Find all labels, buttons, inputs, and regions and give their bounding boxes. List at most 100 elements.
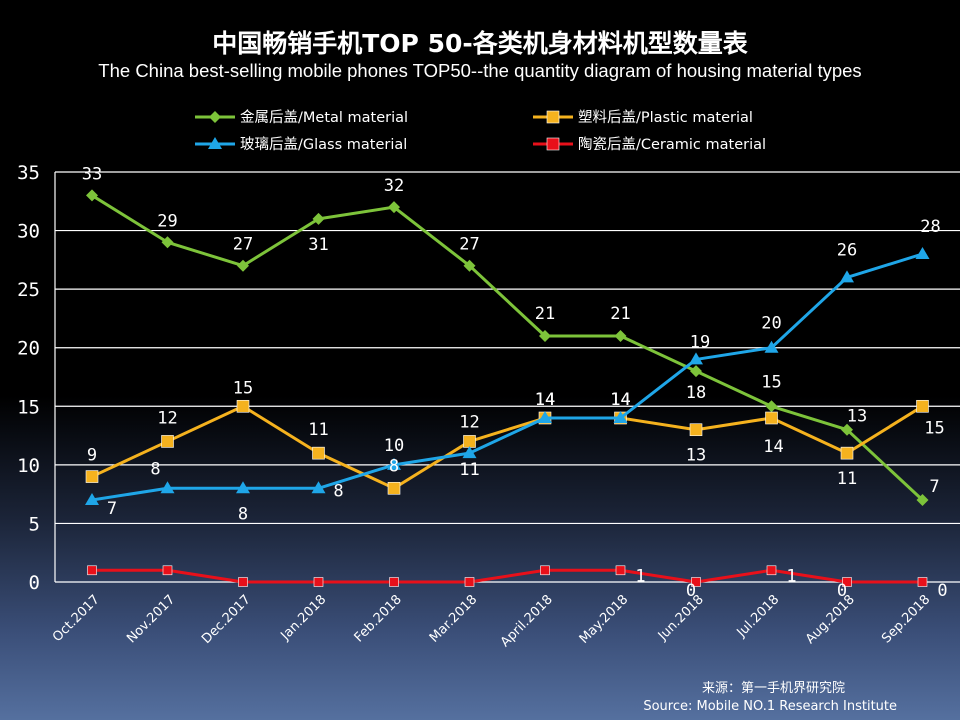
data-label: 29 <box>157 211 177 231</box>
data-point <box>85 470 99 483</box>
data-point <box>161 435 174 448</box>
x-tick-label: Aug.2018 <box>803 592 858 647</box>
data-label: 33 <box>82 164 102 184</box>
legend-label: 金属后盖/Metal material <box>240 109 408 126</box>
x-tick-label: Jul.2018 <box>734 592 783 641</box>
data-point <box>312 446 325 460</box>
y-tick-label: 35 <box>17 162 40 184</box>
data-label: 9 <box>87 446 97 466</box>
data-point <box>462 446 477 459</box>
data-label: 19 <box>690 332 710 352</box>
data-label: 0 <box>686 581 696 601</box>
data-label: 15 <box>924 418 944 438</box>
data-point <box>691 577 701 587</box>
data-label: 26 <box>837 240 857 260</box>
data-point <box>162 565 173 576</box>
series-group <box>85 189 930 587</box>
data-label: 18 <box>686 383 706 403</box>
data-label: 15 <box>233 378 253 398</box>
y-tick-label: 15 <box>17 396 40 418</box>
data-point <box>236 481 250 494</box>
legend: 金属后盖/Metal material 塑料后盖/Plastic material… <box>195 109 766 153</box>
y-tick-label: 20 <box>17 338 40 360</box>
data-label: 28 <box>920 217 940 237</box>
data-point <box>238 577 248 587</box>
data-point <box>766 565 777 576</box>
data-label: 31 <box>308 235 328 255</box>
x-tick-label: Nov.2017 <box>124 592 178 646</box>
data-label: 21 <box>535 304 555 324</box>
data-point <box>464 577 475 587</box>
data-point <box>917 577 928 587</box>
legend-entry-0: 金属后盖/Metal material <box>195 109 408 126</box>
data-point <box>236 399 250 413</box>
chart-title: 中国畅销手机TOP 50-各类机身材料机型数量表 <box>212 29 748 58</box>
data-point <box>311 481 326 494</box>
data-point <box>388 201 400 214</box>
data-label: 20 <box>761 314 781 334</box>
series-0 <box>86 189 929 506</box>
series-line <box>91 252 923 502</box>
data-point <box>463 259 476 272</box>
data-point <box>615 565 626 576</box>
data-label: 32 <box>384 176 404 196</box>
data-label: 13 <box>847 407 867 427</box>
x-tick-label: May.2018 <box>577 592 632 647</box>
x-tick-label: Oct.2017 <box>50 592 103 645</box>
source-cn: 来源：第一手机界研究院 <box>702 681 845 696</box>
y-tick-label: 30 <box>17 221 40 243</box>
x-tick-label: Sep.2018 <box>879 592 933 646</box>
data-label: 14 <box>610 390 630 410</box>
x-axis: Oct.2017 Nov.2017 Dec.2017 Jan.2018 Feb.2018… <box>50 592 933 650</box>
data-label: 8 <box>333 481 343 501</box>
data-point <box>389 577 399 587</box>
data-label: 14 <box>535 390 555 410</box>
series-3 <box>87 565 928 587</box>
data-point <box>463 435 476 448</box>
data-label: 21 <box>610 304 630 324</box>
series-line <box>91 194 924 502</box>
data-point <box>538 411 552 423</box>
data-point <box>841 423 853 436</box>
data-point <box>765 411 778 425</box>
data-label: 8 <box>238 504 248 524</box>
data-point <box>387 457 401 470</box>
data-label: 14 <box>535 390 555 410</box>
data-label: 8 <box>150 459 160 479</box>
source-en: Source: Mobile NO.1 Research Institute <box>643 699 897 714</box>
series-1 <box>85 399 929 495</box>
data-point <box>313 577 324 587</box>
data-label: 11 <box>308 420 328 440</box>
y-tick-label: 5 <box>29 513 40 535</box>
x-tick-label: Jan.2018 <box>278 592 330 644</box>
data-label: 1 <box>635 566 645 586</box>
data-label: 11 <box>837 469 857 489</box>
y-tick-label: 10 <box>17 455 40 477</box>
data-label: 8 <box>389 456 399 476</box>
data-label: 27 <box>233 235 253 255</box>
data-point <box>689 352 703 365</box>
data-label: 11 <box>459 460 479 480</box>
x-tick-label: Dec.2017 <box>199 592 254 647</box>
x-tick-label: April.2018 <box>498 592 556 650</box>
data-label: 7 <box>107 499 117 519</box>
data-label: 0 <box>837 581 847 601</box>
data-label: 1 <box>786 566 796 586</box>
data-point <box>387 481 401 495</box>
data-point <box>842 577 852 587</box>
data-label: 0 <box>937 581 947 601</box>
data-point <box>160 481 175 494</box>
legend-label: 陶瓷后盖/Ceramic material <box>578 136 766 153</box>
gridlines <box>55 171 960 583</box>
legend-marker <box>546 110 560 124</box>
data-label: 14 <box>763 437 783 457</box>
data-point <box>764 340 779 353</box>
y-tick-label: 25 <box>17 279 40 301</box>
x-tick-label: Mar.2018 <box>427 592 480 645</box>
data-label: 13 <box>686 446 706 466</box>
legend-marker <box>209 111 221 123</box>
data-label: 12 <box>157 408 177 428</box>
series-line <box>92 568 923 584</box>
